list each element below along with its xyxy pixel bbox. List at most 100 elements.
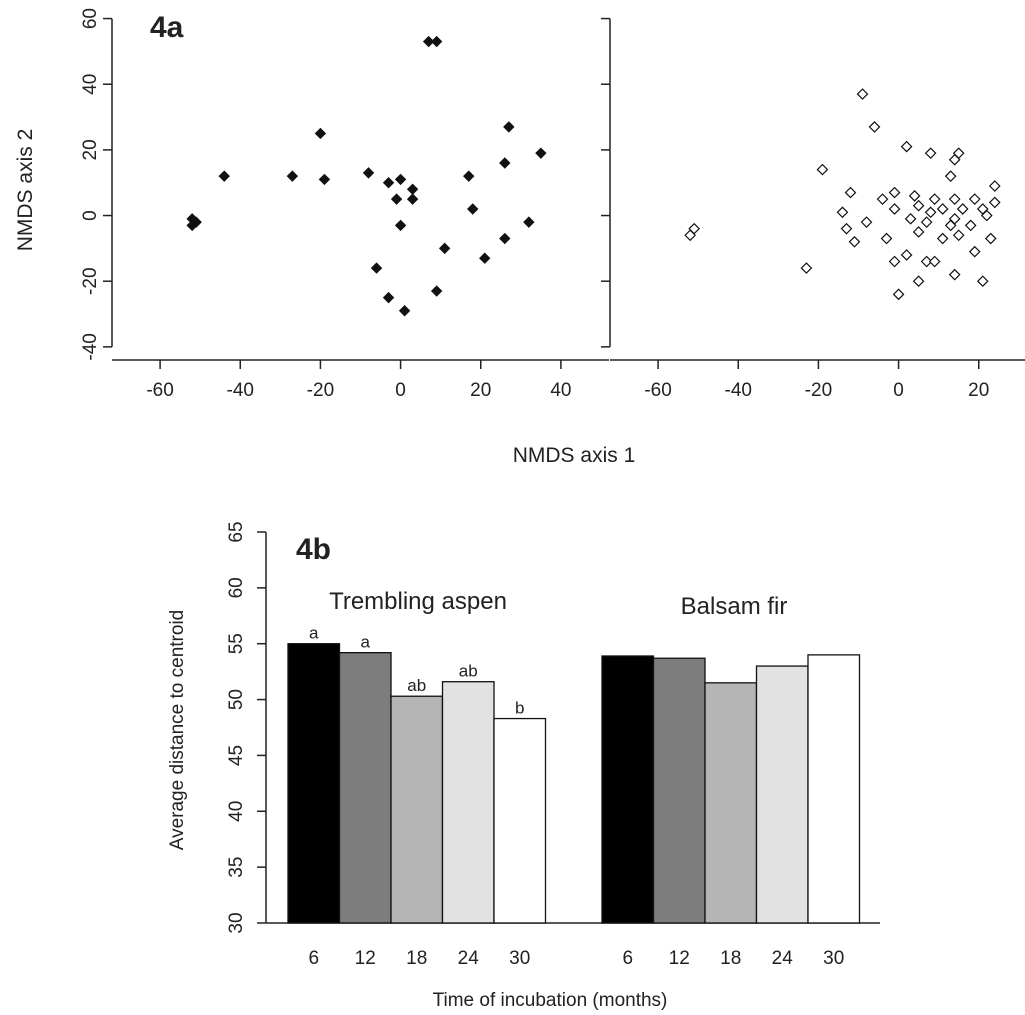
data-point <box>463 170 475 182</box>
data-point <box>186 219 198 232</box>
data-point <box>467 203 479 215</box>
data-point <box>438 242 451 255</box>
data-point <box>920 255 933 268</box>
significance-letter: ab <box>407 676 426 695</box>
x-tick-label: -60 <box>146 380 173 401</box>
data-point <box>844 186 857 199</box>
data-point <box>836 206 849 219</box>
significance-letter: ab <box>459 662 478 681</box>
data-point <box>430 285 443 297</box>
data-point <box>968 245 981 258</box>
bar <box>755 665 809 924</box>
bar <box>601 655 655 924</box>
x-tick-label: -40 <box>227 380 254 401</box>
bar <box>704 682 758 924</box>
x-tick-label: 18 <box>720 948 741 969</box>
x-tick-label: 6 <box>622 948 633 969</box>
bar-panel: 30 35 40 45 50 55 60 65 6 a 12 a 18 ab 24 ab 30 b 6 12 18 24 3… <box>226 521 880 969</box>
data-point <box>406 193 419 205</box>
significance-letter: a <box>309 624 319 643</box>
data-point <box>892 288 905 301</box>
data-point <box>860 216 873 228</box>
data-point <box>988 196 1001 209</box>
data-point <box>936 203 949 215</box>
data-point <box>856 88 869 100</box>
x-tick-label: 40 <box>550 380 571 401</box>
bar <box>338 652 392 924</box>
data-point <box>880 232 893 245</box>
data-point <box>499 232 511 245</box>
y-tick-label: -20 <box>80 267 101 294</box>
data-point <box>920 216 933 228</box>
data-point <box>900 249 913 261</box>
data-point <box>684 229 697 242</box>
data-point <box>912 199 925 212</box>
data-point <box>968 193 981 205</box>
data-point <box>912 275 925 288</box>
x-tick-label: 24 <box>458 948 480 969</box>
x-tick-label: 12 <box>669 948 690 969</box>
x-tick-label: 0 <box>395 380 406 401</box>
bar <box>441 681 495 924</box>
data-point <box>390 193 403 205</box>
y-tick-label: 55 <box>226 633 247 654</box>
data-point <box>535 147 547 159</box>
data-point <box>800 262 813 274</box>
data-point <box>430 35 443 48</box>
data-point <box>876 193 889 205</box>
y-tick-label: 60 <box>80 8 101 29</box>
panel-label-4b: 4b <box>296 533 331 566</box>
bar <box>652 657 706 924</box>
data-point <box>956 203 969 215</box>
data-point <box>362 167 375 179</box>
scatter-panel-aspen: -40 -20 0 20 40 60 -60 -40 -20 0 20 40 <box>80 8 609 401</box>
x-axis-title-b: Time of incubation (months) <box>433 990 668 1011</box>
data-point <box>479 252 491 264</box>
x-tick-label: -20 <box>805 380 832 401</box>
x-tick-label: 20 <box>470 380 491 401</box>
data-point <box>286 170 299 182</box>
x-tick-label: -20 <box>307 380 334 401</box>
data-point <box>816 163 829 176</box>
data-point <box>888 203 901 215</box>
data-point <box>503 121 515 133</box>
data-point <box>900 140 913 153</box>
data-point <box>924 147 937 160</box>
data-point <box>924 206 937 219</box>
x-tick-label: 6 <box>308 948 319 969</box>
x-tick-label: -60 <box>644 380 671 401</box>
data-point <box>218 170 230 182</box>
x-tick-label: 18 <box>406 948 427 969</box>
panel-label-4a: 4a <box>150 11 184 44</box>
data-point <box>984 232 997 245</box>
x-tick-label: 30 <box>823 948 844 969</box>
data-point <box>928 193 941 205</box>
data-point <box>840 222 853 235</box>
data-point <box>382 291 395 304</box>
significance-letter: b <box>515 699 524 718</box>
data-point <box>888 255 901 268</box>
y-tick-label: 35 <box>226 857 247 878</box>
x-tick-label: 20 <box>968 380 989 401</box>
data-point <box>976 275 989 288</box>
bar <box>807 654 861 924</box>
data-point <box>908 190 921 202</box>
data-point <box>499 157 511 169</box>
data-point <box>370 262 383 274</box>
x-tick-label: -40 <box>725 380 752 401</box>
y-axis-title-a: NMDS axis 2 <box>14 129 37 252</box>
data-point <box>952 229 965 242</box>
x-axis-title-a: NMDS axis 1 <box>513 444 636 467</box>
y-axis-title-b: Average distance to centroid <box>167 610 188 850</box>
group-label-fir: Balsam fir <box>681 593 788 620</box>
data-point <box>980 209 993 222</box>
bar <box>493 717 547 924</box>
data-point <box>422 35 435 48</box>
group-label-aspen: Trembling aspen <box>329 588 507 615</box>
y-tick-label: 40 <box>80 74 101 95</box>
data-point <box>948 268 961 281</box>
y-tick-label: 45 <box>226 745 247 766</box>
data-point <box>988 180 1001 192</box>
